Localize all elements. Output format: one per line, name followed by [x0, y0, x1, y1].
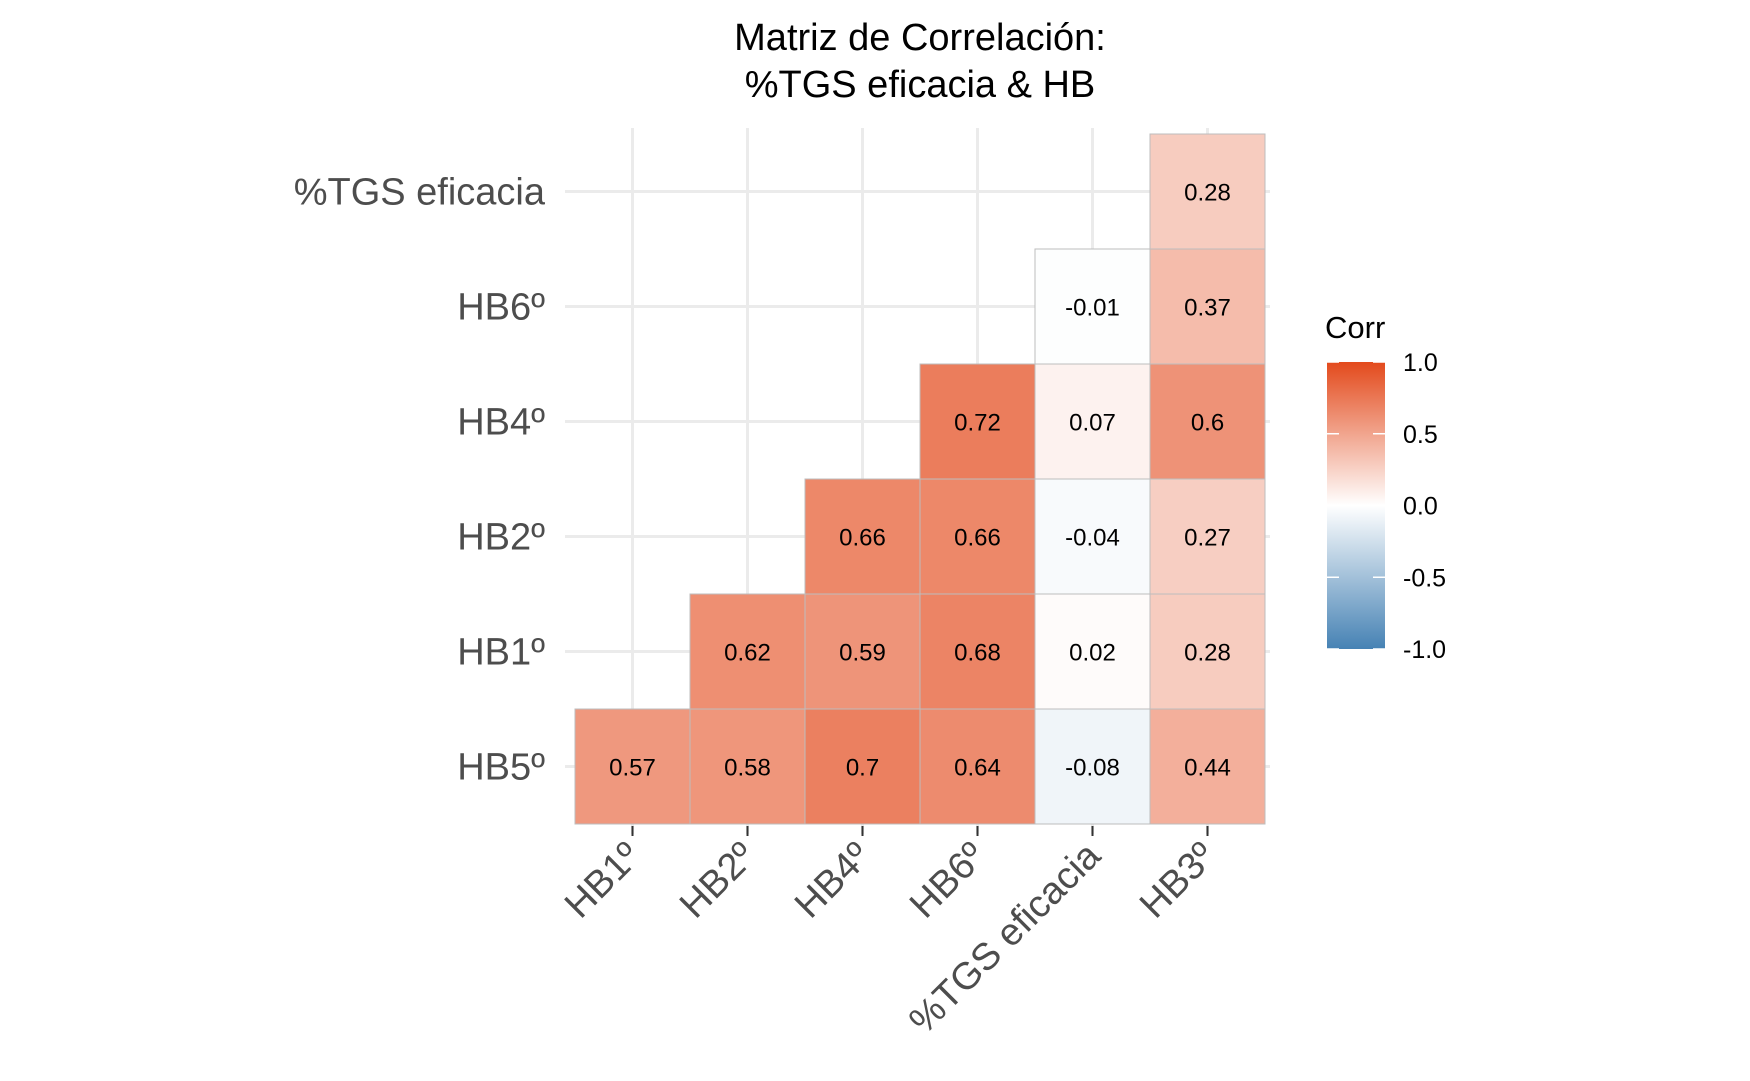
- legend: Corr 1.0 0.5 0.0 -0.5 -1.0: [1325, 310, 1446, 664]
- y-tick-hb2: HB2º: [457, 517, 545, 559]
- tile-hb3-hb1: [1149, 593, 1266, 710]
- tile-hb1-hb5: [574, 708, 691, 825]
- legend-tick-label-neg-1-0: -1.0: [1403, 636, 1446, 664]
- tile-hb6-hb2: [919, 478, 1036, 595]
- legend-tick-label-0-5: 0.5: [1403, 421, 1438, 449]
- x-tick-hb6: HB6º: [902, 835, 994, 927]
- tile-pct-tgs-eficacia-hb6: [1034, 248, 1151, 365]
- cell-labels: 0.57 0.58 0.7 0.64 -0.08 0.44 0.62 0.59 0.68 0.02…: [609, 180, 1231, 782]
- cell-label-hb4-hb2: 0.66: [839, 525, 886, 552]
- x-axis: HB1º HB2º HB4º HB6º%TGS eficacia HB3º: [557, 826, 1224, 1042]
- cell-label-hb2-hb5: 0.58: [724, 755, 771, 782]
- cell-label-hb4-hb1: 0.59: [839, 640, 886, 667]
- legend-title: Corr: [1325, 310, 1385, 345]
- tile-hb3-hb2: [1149, 478, 1266, 595]
- cell-label-pct-tgs-eficacia-hb5: -0.08: [1065, 755, 1120, 782]
- x-tick-hb3: HB3º: [1132, 835, 1224, 927]
- cell-label-pct-tgs-eficacia-hb1: 0.02: [1069, 640, 1116, 667]
- cell-label-hb2-hb1: 0.62: [724, 640, 771, 667]
- chart-title-line-2: %TGS eficacia & HB: [745, 64, 1096, 106]
- heatmap-tiles: [574, 133, 1266, 825]
- cell-label-hb6-hb1: 0.68: [954, 640, 1001, 667]
- tile-hb3-hb4: [1149, 363, 1266, 480]
- cell-label-hb3-hb2: 0.27: [1184, 525, 1231, 552]
- tile-pct-tgs-eficacia-hb2: [1034, 478, 1151, 595]
- x-tick-hb2: HB2º: [672, 835, 764, 927]
- tile-hb4-hb1: [804, 593, 921, 710]
- legend-tick-label-neg-0-5: -0.5: [1403, 564, 1446, 592]
- cell-label-hb3-hb6: 0.37: [1184, 295, 1231, 322]
- chart-title-line-1: Matriz de Correlación:: [734, 17, 1106, 59]
- cell-label-hb3-pct-tgs-eficacia: 0.28: [1184, 180, 1231, 207]
- tile-hb4-hb2: [804, 478, 921, 595]
- tile-hb3-hb5: [1149, 708, 1266, 825]
- tile-pct-tgs-eficacia-hb5: [1034, 708, 1151, 825]
- y-tick-hb6: HB6º: [457, 287, 545, 329]
- cell-label-pct-tgs-eficacia-hb2: -0.04: [1065, 525, 1120, 552]
- cell-label-pct-tgs-eficacia-hb4: 0.07: [1069, 410, 1116, 437]
- tile-pct-tgs-eficacia-hb1: [1034, 593, 1151, 710]
- legend-ticks: 1.0 0.5 0.0 -0.5 -1.0: [1327, 349, 1446, 664]
- tile-hb3-hb6: [1149, 248, 1266, 365]
- cell-label-hb6-hb2: 0.66: [954, 525, 1001, 552]
- tile-hb6-hb4: [919, 363, 1036, 480]
- cell-label-hb1-hb5: 0.57: [609, 755, 656, 782]
- y-tick-hb1: HB1º: [457, 632, 545, 674]
- x-tick-hb4: HB4º: [787, 835, 879, 927]
- legend-tick-label-1-0: 1.0: [1403, 349, 1438, 377]
- cell-label-hb3-hb1: 0.28: [1184, 640, 1231, 667]
- tile-hb3-pct-tgs-eficacia: [1149, 133, 1266, 250]
- cell-label-hb6-hb5: 0.64: [954, 755, 1001, 782]
- y-tick-hb4: HB4º: [457, 402, 545, 444]
- legend-tick-label-0-0: 0.0: [1403, 493, 1438, 521]
- cell-label-pct-tgs-eficacia-hb6: -0.01: [1065, 295, 1120, 322]
- tile-hb2-hb5: [689, 708, 806, 825]
- cell-label-hb6-hb4: 0.72: [954, 410, 1001, 437]
- y-tick-pct-tgs-eficacia: %TGS eficacia: [294, 172, 546, 214]
- tile-hb2-hb1: [689, 593, 806, 710]
- cell-label-hb4-hb5: 0.7: [846, 755, 879, 782]
- y-tick-hb5: HB5º: [457, 747, 545, 789]
- cell-label-hb3-hb5: 0.44: [1184, 755, 1231, 782]
- y-axis: HB5º HB1º HB2º HB4º HB6º %TGS eficacia: [294, 172, 546, 789]
- tile-pct-tgs-eficacia-hb4: [1034, 363, 1151, 480]
- x-tick-hb1: HB1º: [557, 835, 649, 927]
- cell-label-hb3-hb4: 0.6: [1191, 410, 1224, 437]
